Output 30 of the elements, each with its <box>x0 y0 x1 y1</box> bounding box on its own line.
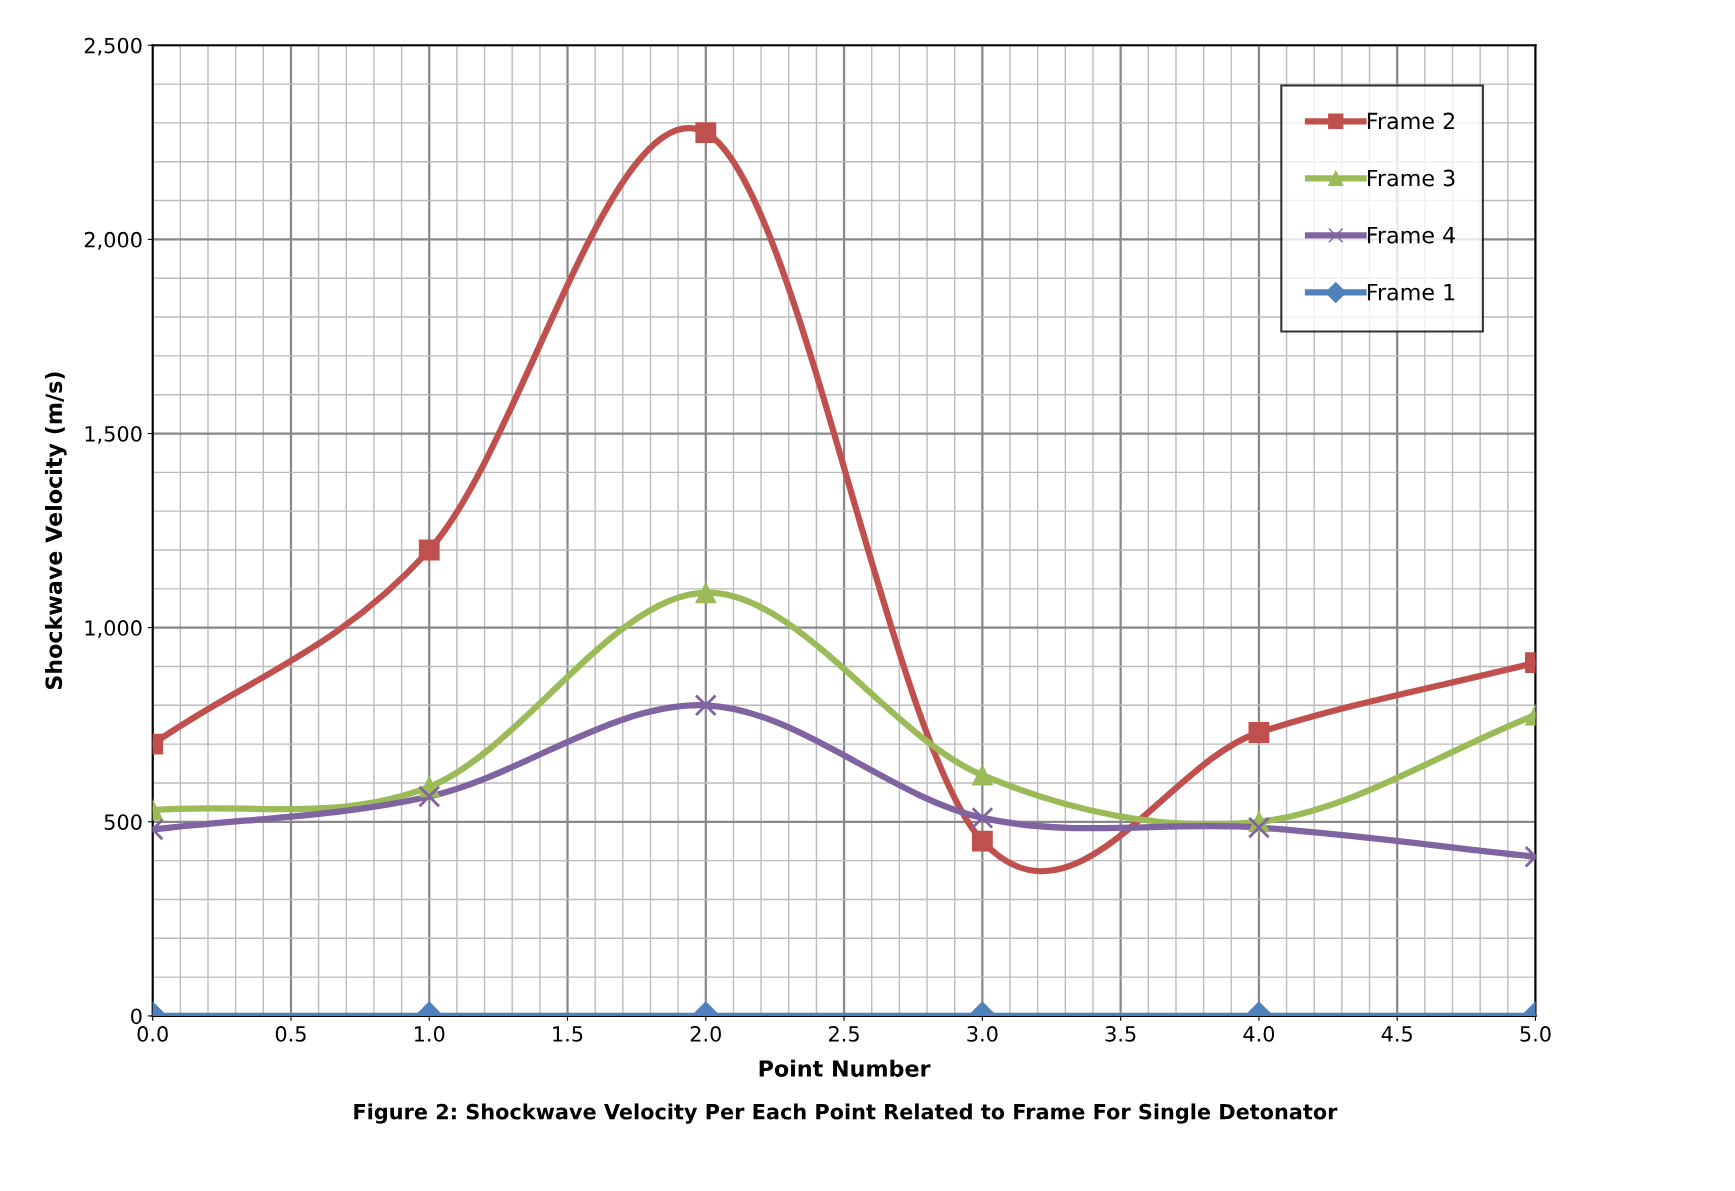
x-tick-label: 0.5 <box>275 1026 306 1042</box>
legend-label: Frame 3 <box>1367 169 1455 187</box>
y-tick-label: 2,000 <box>84 231 142 250</box>
x-tick-label: 0.0 <box>137 1026 168 1042</box>
y-tick-label: 2,500 <box>84 37 142 56</box>
x-tick-label: 1.0 <box>414 1026 445 1042</box>
x-tick-label: 4.0 <box>1243 1026 1275 1042</box>
y-axis-title: Shockwave Velocity (m/s) <box>44 372 67 690</box>
legend-label: Frame 2 <box>1367 112 1454 130</box>
point <box>971 830 993 852</box>
x-tick-label: 2.5 <box>829 1026 859 1042</box>
y-tick-label: 1,000 <box>85 620 142 638</box>
x-tick-label: 2.0 <box>690 1026 721 1042</box>
x-tick-label: 1.5 <box>553 1026 583 1042</box>
x-axis-title: Point Number <box>759 1059 931 1077</box>
x-tick-label: 4.5 <box>1381 1026 1412 1042</box>
point <box>695 582 717 604</box>
y-tick-label: 0 <box>131 1008 142 1025</box>
y-tick-label: 1,500 <box>85 425 142 444</box>
point <box>694 694 717 717</box>
point <box>971 764 993 786</box>
x-tick-label: 3.5 <box>1105 1026 1136 1042</box>
point <box>971 806 994 830</box>
x-tick-label: 5.0 <box>1520 1026 1551 1042</box>
caption: Figure 2: Shockwave Velocity Per Each Point Related to Frame For Single Detonator <box>354 1103 1338 1124</box>
point <box>695 122 717 144</box>
legend-label: Frame 1 <box>1367 284 1455 301</box>
legend-label: Frame 4 <box>1367 226 1455 244</box>
y-tick-label: 500 <box>104 814 142 830</box>
x-tick-label: 3.0 <box>967 1026 998 1042</box>
